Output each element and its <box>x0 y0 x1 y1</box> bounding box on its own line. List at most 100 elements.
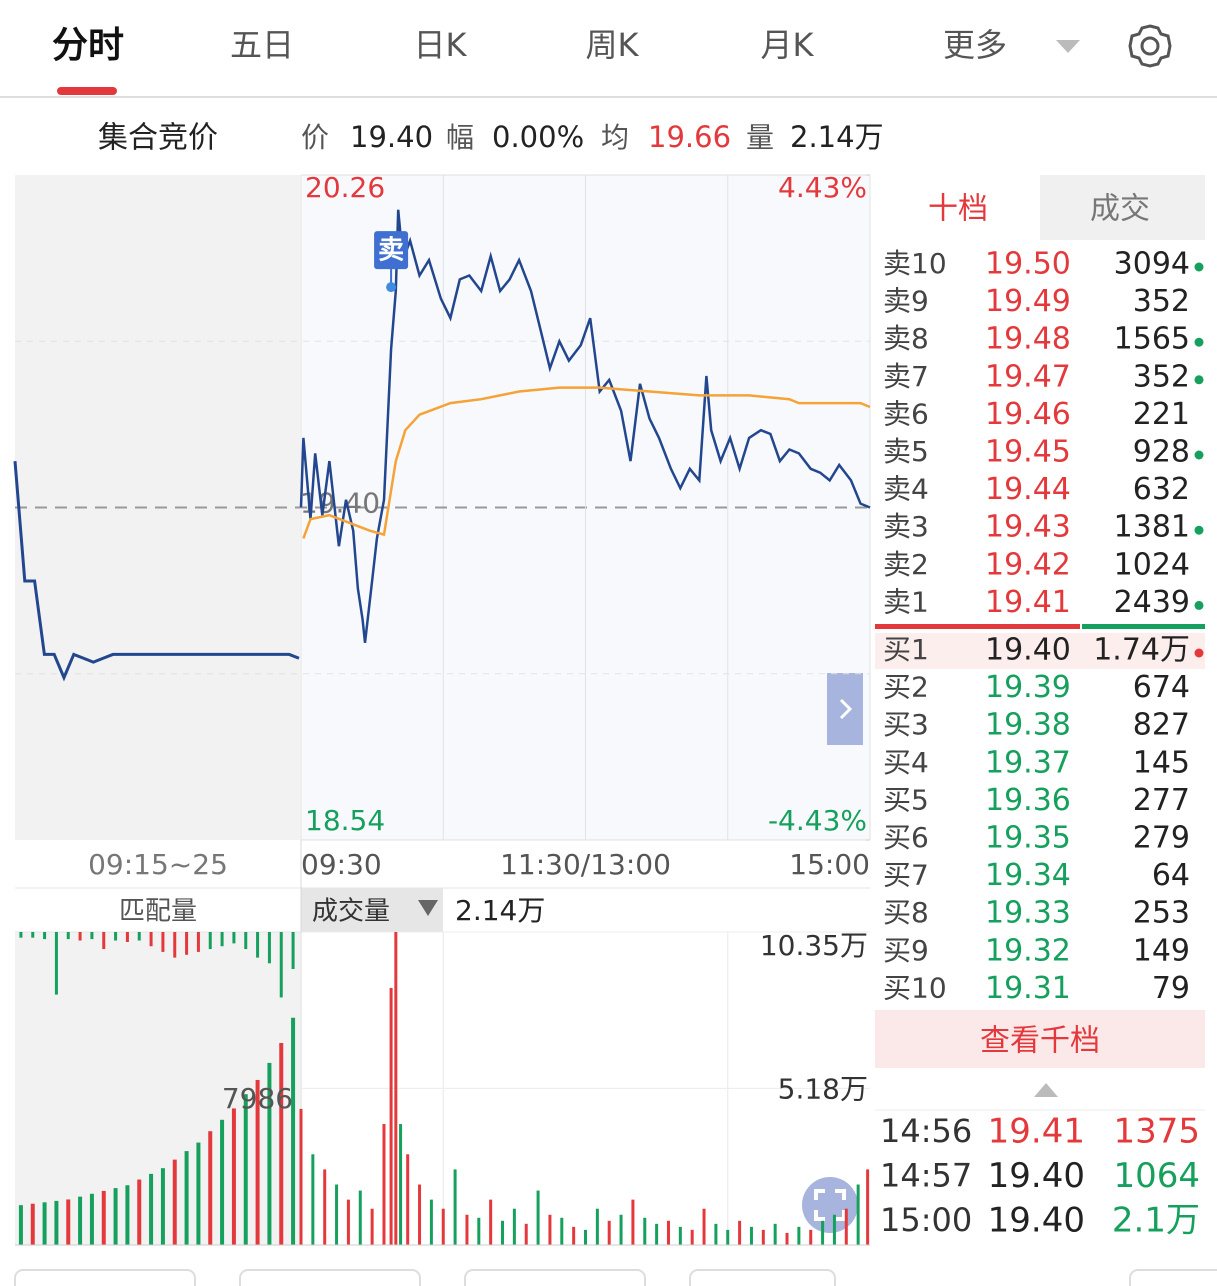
auction-volume-bar <box>42 1202 47 1245</box>
book-level: 卖3 <box>883 510 929 543</box>
summary-value: 19.66 <box>648 120 731 154</box>
book-price: 19.36 <box>985 783 1071 818</box>
book-level: 卖5 <box>883 435 929 468</box>
volume-bar <box>678 1226 682 1245</box>
auction-volume-bar <box>196 1142 201 1245</box>
tab[interactable]: 五日 <box>230 26 294 64</box>
volume-bar <box>619 1214 623 1245</box>
book-volume: 674 <box>1133 670 1190 705</box>
depth-button[interactable] <box>875 1010 1205 1068</box>
summary-key: 量 <box>746 121 774 154</box>
book-level: 卖7 <box>883 360 929 393</box>
tab[interactable]: 月K <box>761 26 815 64</box>
book-volume: 79 <box>1152 971 1190 1006</box>
volume-bar <box>761 1229 765 1245</box>
trade-price: 19.40 <box>988 1201 1085 1241</box>
auction-volume-bar <box>149 1173 154 1245</box>
book-tab-inactive[interactable] <box>1040 175 1205 240</box>
volume-bar <box>548 1214 552 1245</box>
x-tick-label: 09:30 <box>301 848 382 881</box>
settings-icon[interactable] <box>1128 24 1172 68</box>
summary-value: 19.40 <box>350 120 433 154</box>
volume-bar <box>399 1124 403 1245</box>
book-volume: 632 <box>1133 472 1190 507</box>
auction-volume-bar <box>243 1094 248 1245</box>
book-level: 买8 <box>883 896 929 929</box>
book-volume: 1381 <box>1114 510 1190 545</box>
volume-bar <box>406 1154 410 1245</box>
book-level: 卖10 <box>883 247 947 280</box>
book-tab: 成交 <box>1090 192 1150 227</box>
volume-bar <box>821 1220 825 1245</box>
y-tick-label: 5.18万 <box>778 1072 868 1105</box>
book-volume: 1.74万 <box>1093 633 1190 668</box>
book-level: 卖4 <box>883 473 929 506</box>
unmatched-volume-bar <box>161 932 165 952</box>
y2-tick-label: 4.43% <box>778 171 867 204</box>
next-icon[interactable] <box>839 698 853 720</box>
volume-bar <box>809 1229 813 1245</box>
auction-volume-bar <box>184 1151 189 1245</box>
auction-volume-label: 7986 <box>222 1082 293 1115</box>
book-price: 19.48 <box>985 322 1071 357</box>
book-volume: 352 <box>1133 284 1190 319</box>
volume-bar <box>702 1208 706 1245</box>
expand-arrow[interactable] <box>1034 1083 1058 1097</box>
unmatched-volume-bar <box>149 932 153 947</box>
trade-volume: 1064 <box>1113 1156 1200 1196</box>
depth-button-label: 查看千档 <box>980 1024 1100 1059</box>
volume-selector[interactable] <box>301 888 443 932</box>
unmatched-volume-bar <box>31 932 35 938</box>
tab[interactable]: 更多 <box>943 26 1007 64</box>
dropdown-arrow[interactable] <box>1056 40 1080 53</box>
volume-selector-arrow[interactable] <box>418 900 438 916</box>
book-price: 19.34 <box>985 858 1071 893</box>
trade-volume: 1375 <box>1113 1112 1200 1152</box>
auction-volume-bar <box>208 1131 213 1245</box>
book-level: 买2 <box>883 671 929 704</box>
book-price: 19.37 <box>985 745 1071 780</box>
volume-bar <box>690 1229 694 1245</box>
auction-volume-bar <box>89 1193 94 1245</box>
book-price: 19.45 <box>985 435 1071 470</box>
book-level: 买7 <box>883 859 929 892</box>
fullscreen-button[interactable] <box>802 1177 858 1233</box>
volume-bar <box>382 1124 386 1245</box>
volume-bar <box>394 932 398 1245</box>
book-price: 19.40 <box>985 633 1071 668</box>
trade-price: 19.41 <box>988 1112 1085 1152</box>
tab[interactable]: 分时 <box>52 25 124 66</box>
price-line <box>299 209 871 643</box>
book-volume: 2439 <box>1114 585 1190 620</box>
book-volume: 928 <box>1133 435 1190 470</box>
bottom-cards <box>14 1269 1217 1286</box>
book-price: 19.31 <box>985 971 1071 1006</box>
unmatched-volume-bar <box>185 932 189 955</box>
tab[interactable]: 周K <box>586 26 640 64</box>
volume-bar <box>489 1199 493 1245</box>
book-price: 19.50 <box>985 247 1071 282</box>
book-level: 买1 <box>883 633 929 666</box>
book-volume: 279 <box>1133 821 1190 856</box>
book-volume: 149 <box>1133 933 1190 968</box>
auction-volume-bar <box>113 1188 118 1245</box>
volume-bar <box>643 1217 647 1245</box>
sell-buy-divider <box>1082 624 1205 629</box>
book-dot <box>1194 450 1204 460</box>
annotation-box <box>374 231 409 270</box>
volume-bar <box>584 1229 587 1245</box>
volume-bar <box>429 1199 433 1245</box>
book-level: 买5 <box>883 783 929 816</box>
next-button[interactable] <box>827 673 863 745</box>
summary-key: 价 <box>301 121 329 154</box>
buy1-highlight <box>875 633 1205 669</box>
auction-volume-bar <box>267 1062 272 1245</box>
auction-volume-bar <box>220 1119 225 1245</box>
tab[interactable]: 日K <box>414 26 468 64</box>
auction-volume-panel <box>15 932 300 1245</box>
volume-bar <box>773 1223 777 1245</box>
trade-time: 14:57 <box>880 1157 972 1195</box>
auction-price-line <box>13 460 300 682</box>
unmatched-volume-bar <box>208 932 212 950</box>
